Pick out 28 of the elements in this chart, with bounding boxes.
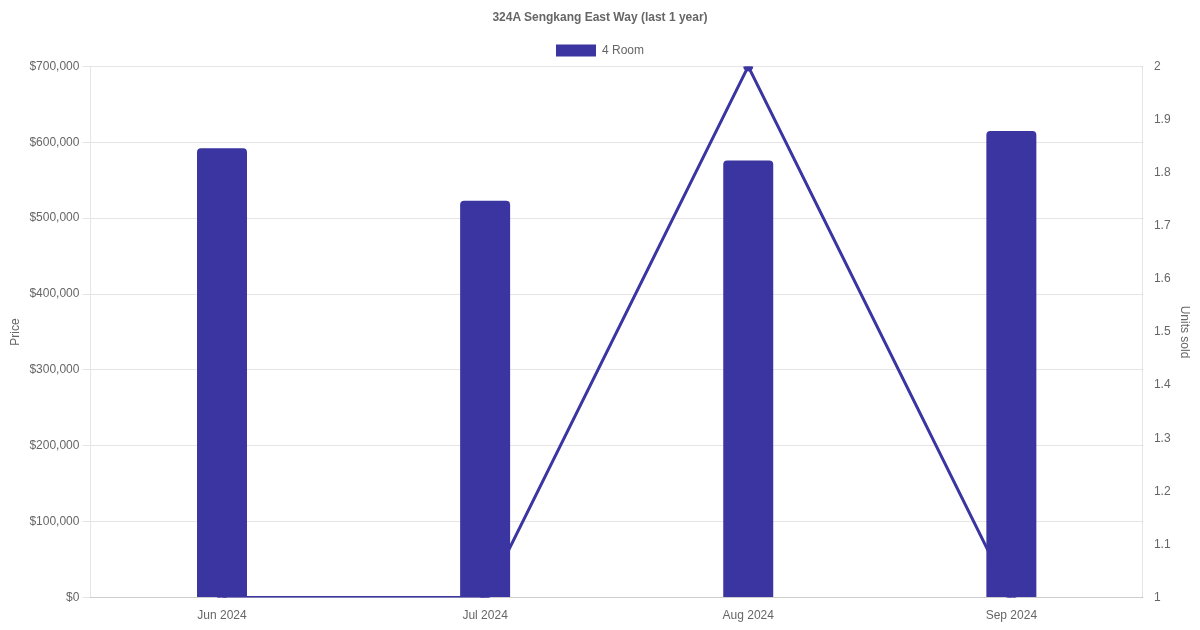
y2-tick-label: 1.8 (1153, 164, 1171, 179)
y2-tick-label: 1 (1153, 589, 1161, 604)
y2-tick-label: 1.1 (1153, 536, 1171, 551)
y2-tick-label: 1.7 (1153, 218, 1171, 233)
y2-tick-label: 1.4 (1153, 377, 1171, 392)
y2-tick-label: 2 (1153, 58, 1161, 73)
y2-axis-title: Units sold (1178, 305, 1193, 359)
y2-tick-label: 1.6 (1153, 271, 1171, 286)
x-tick-label: Sep 2024 (985, 608, 1038, 623)
y-tick-label: $400,000 (29, 286, 80, 301)
y2-tick-label: 1.3 (1153, 430, 1171, 445)
x-tick-label: Jun 2024 (197, 608, 248, 623)
y-tick-label: $200,000 (29, 438, 80, 453)
y2-tick-label: 1.5 (1153, 324, 1171, 339)
y-tick-label: $0 (66, 589, 80, 604)
y2-tick-label: 1.9 (1153, 111, 1171, 126)
y-axis-title: Price (7, 318, 22, 346)
y-tick-label: $300,000 (29, 362, 80, 377)
y2-tick-label: 1.2 (1153, 483, 1171, 498)
legend-label: 4 Room (601, 42, 645, 57)
x-tick-label: Jul 2024 (462, 608, 509, 623)
x-tick-label: Aug 2024 (722, 608, 775, 623)
bar (723, 160, 774, 598)
chart-title: 324A Sengkang East Way (last 1 year) (492, 9, 708, 24)
y-tick-label: $700,000 (29, 58, 80, 73)
y-tick-label: $600,000 (29, 134, 80, 149)
y-tick-label: $500,000 (29, 210, 80, 225)
y-tick-label: $100,000 (29, 514, 80, 529)
